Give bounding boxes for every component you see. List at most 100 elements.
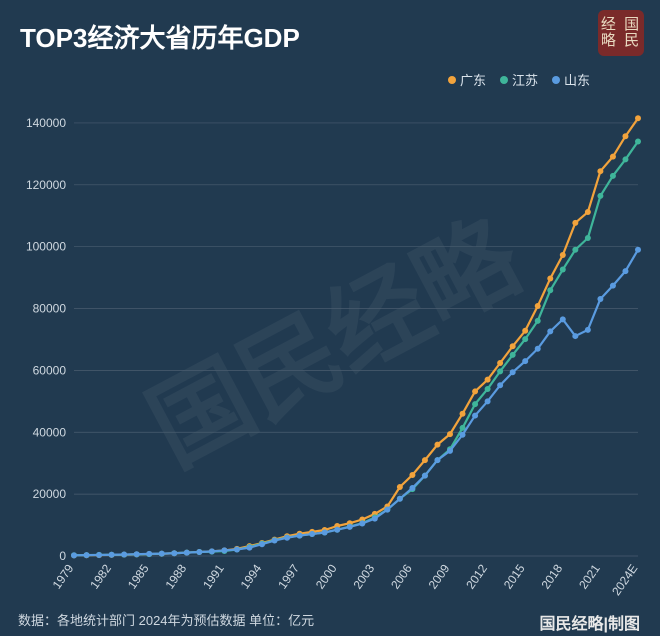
series-marker xyxy=(259,541,265,547)
series-marker xyxy=(409,485,415,491)
series-marker xyxy=(610,154,616,160)
data-source-note: 数据：各地统计部门 2024年为预估数据 单位：亿元 xyxy=(18,610,314,629)
series-marker xyxy=(422,473,428,479)
series-marker xyxy=(597,296,603,302)
series-marker xyxy=(409,472,415,478)
xtick-label: 2009 xyxy=(426,561,453,591)
series-marker xyxy=(572,247,578,253)
series-marker xyxy=(560,252,566,258)
series-marker xyxy=(510,343,516,349)
series-marker xyxy=(384,507,390,513)
series-marker xyxy=(597,193,603,199)
xtick-label: 2012 xyxy=(463,561,490,591)
series-marker xyxy=(434,442,440,448)
xtick-label: 2006 xyxy=(388,561,415,591)
series-marker xyxy=(334,527,340,533)
series-marker xyxy=(485,386,491,392)
series-marker xyxy=(635,138,641,144)
xtick-label: 2000 xyxy=(313,561,340,591)
series-marker xyxy=(547,328,553,334)
series-marker xyxy=(622,156,628,162)
series-marker xyxy=(347,524,353,530)
series-marker xyxy=(572,220,578,226)
xtick-label: 2003 xyxy=(350,561,377,591)
series-marker xyxy=(134,551,140,557)
series-marker xyxy=(84,552,90,558)
series-marker xyxy=(96,552,102,558)
series-marker xyxy=(572,333,578,339)
xtick-label: 1997 xyxy=(275,561,302,591)
series-marker xyxy=(560,267,566,273)
series-marker xyxy=(171,550,177,556)
series-marker xyxy=(597,168,603,174)
series-marker xyxy=(397,484,403,490)
series-line xyxy=(74,250,638,556)
credit-text: 国民经略|制图 xyxy=(540,610,640,634)
series-marker xyxy=(246,545,252,551)
series-marker xyxy=(422,457,428,463)
ytick-label: 0 xyxy=(59,549,66,563)
series-marker xyxy=(272,538,278,544)
ytick-label: 80000 xyxy=(33,302,67,316)
ytick-label: 140000 xyxy=(26,116,66,130)
series-marker xyxy=(146,551,152,557)
series-marker xyxy=(359,521,365,527)
series-marker xyxy=(622,133,628,139)
chart-plot: 0200004000060000800001000001200001400001… xyxy=(0,0,660,636)
ytick-label: 120000 xyxy=(26,178,66,192)
series-marker xyxy=(635,247,641,253)
xtick-label: 2015 xyxy=(501,561,528,591)
series-marker xyxy=(497,360,503,366)
series-marker xyxy=(159,551,165,557)
series-marker xyxy=(610,173,616,179)
series-line xyxy=(74,141,638,555)
series-marker xyxy=(297,533,303,539)
series-marker xyxy=(221,547,227,553)
ytick-label: 40000 xyxy=(33,425,67,439)
xtick-label: 2018 xyxy=(538,561,565,591)
series-marker xyxy=(460,411,466,417)
series-marker xyxy=(610,283,616,289)
series-marker xyxy=(71,552,77,558)
series-line xyxy=(74,118,638,555)
series-marker xyxy=(547,287,553,293)
series-marker xyxy=(535,346,541,352)
series-marker xyxy=(109,552,115,558)
ytick-label: 100000 xyxy=(26,240,66,254)
series-marker xyxy=(434,457,440,463)
series-marker xyxy=(497,382,503,388)
series-marker xyxy=(522,328,528,334)
series-marker xyxy=(535,318,541,324)
series-marker xyxy=(460,432,466,438)
xtick-label: 2024E xyxy=(609,562,640,598)
ytick-label: 20000 xyxy=(33,487,67,501)
series-marker xyxy=(472,388,478,394)
series-marker xyxy=(560,316,566,322)
series-marker xyxy=(585,209,591,215)
series-marker xyxy=(397,496,403,502)
series-marker xyxy=(622,268,628,274)
series-marker xyxy=(184,550,190,556)
xtick-label: 1994 xyxy=(238,561,265,591)
series-marker xyxy=(485,377,491,383)
series-marker xyxy=(510,369,516,375)
series-marker xyxy=(196,549,202,555)
series-marker xyxy=(372,516,378,522)
xtick-label: 1985 xyxy=(125,561,152,591)
xtick-label: 2021 xyxy=(576,561,603,591)
series-marker xyxy=(510,352,516,358)
series-marker xyxy=(522,358,528,364)
series-marker xyxy=(447,448,453,454)
xtick-label: 1991 xyxy=(200,561,227,591)
series-marker xyxy=(472,413,478,419)
series-marker xyxy=(535,303,541,309)
series-marker xyxy=(447,431,453,437)
xtick-label: 1988 xyxy=(162,561,189,591)
series-marker xyxy=(322,529,328,535)
series-marker xyxy=(585,327,591,333)
xtick-label: 1979 xyxy=(50,561,77,591)
series-marker xyxy=(485,398,491,404)
series-marker xyxy=(284,535,290,541)
series-marker xyxy=(522,336,528,342)
series-marker xyxy=(234,547,240,553)
